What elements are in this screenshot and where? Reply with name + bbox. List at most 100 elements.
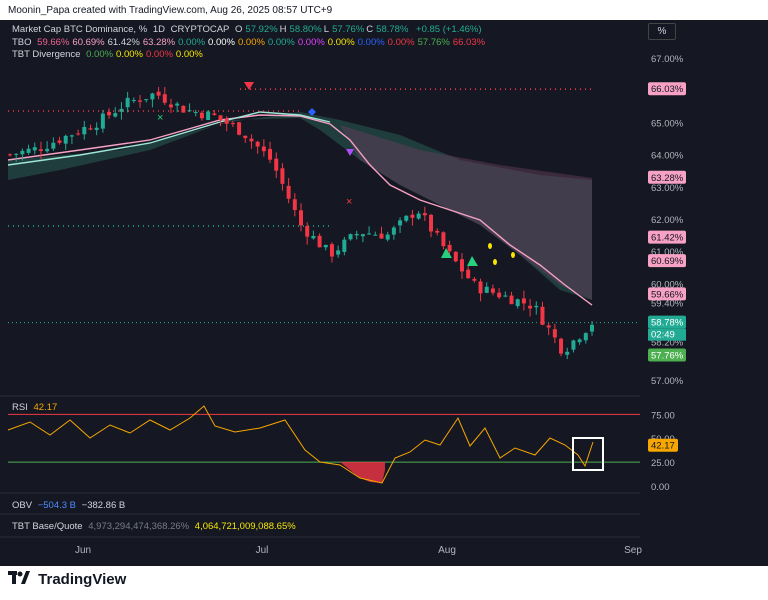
candle [311,235,316,239]
candle [32,147,37,151]
candle [565,351,570,355]
dot-marker-icon [511,252,515,258]
countdown-label: 02:49 [651,330,675,341]
price-label-text: 66.03% [651,84,684,95]
candle [14,153,19,155]
divergence-value: 0.00% [175,49,203,60]
candle [243,135,248,139]
tbo-value: 0.00% [387,37,415,48]
candle [490,288,495,293]
candle [385,234,390,240]
unit-toggle[interactable]: % [648,23,676,40]
tbo-value: 57.76% [417,37,450,48]
price-tick-label: 62.00% [651,215,684,226]
rsi-value: 42.17 [33,402,58,413]
candle [441,232,446,247]
ohlc-key: O [235,24,243,35]
candle [546,325,551,328]
candle [478,281,483,294]
candle [38,149,43,151]
candle [57,140,62,143]
tbo-label[interactable]: TBO [12,37,32,48]
symbol-name[interactable]: Market Cap BTC Dominance, % [12,24,148,35]
divergence-label[interactable]: TBT Divergence [12,49,81,60]
ohlc-key: C [366,24,374,35]
divergence-values: 0.00% 0.00% 0.00% 0.00% [86,49,206,60]
candle [342,239,347,252]
candle [472,278,477,281]
obv-label[interactable]: OBV [12,500,33,511]
rsi-tick-label: 0.00 [651,482,670,493]
candle [379,233,384,239]
candle [199,112,204,119]
ohlc-key: L [323,24,330,35]
ohlc-value: 58.80% [289,24,322,35]
candle [8,154,12,156]
candle [398,220,403,226]
buy-triangle-icon [467,256,478,266]
obv-value-1: −504.3 B [37,500,76,511]
price-label-badge [648,348,686,362]
candle [131,99,136,101]
diamond-marker-icon [308,108,316,116]
candle [348,234,353,240]
tbo-value: 0.00% [237,37,265,48]
tbt-label[interactable]: TBT Base/Quote [12,521,83,532]
tbo-value: 63.28% [142,37,176,48]
interval-label[interactable]: 1D [152,24,165,35]
candle [51,142,56,149]
divergence-value: 0.00% [86,49,114,60]
footer-brand[interactable]: TradingView [8,571,126,588]
tbo-value: 66.03% [452,37,486,48]
tbo-value: 0.00% [267,37,295,48]
candle [181,105,186,113]
tbo-value: 0.00% [357,37,385,48]
price-label-text: 57.76% [651,351,684,362]
candle [459,259,464,272]
price-tick-label: 57.00% [651,376,684,387]
candle [261,146,266,152]
price-tick-label: 65.00% [651,118,684,129]
dot-marker-icon [488,243,492,249]
price-label-text: 61.42% [651,233,684,244]
buy-triangle-icon [441,248,452,258]
cross-marker-icon: × [157,112,163,124]
price-label-badge [648,315,686,329]
candle [410,214,415,218]
main-legend[interactable]: Market Cap BTC Dominance, % 1D CRYPTOCAP… [12,24,485,35]
candle [212,113,217,115]
rsi-label[interactable]: RSI [12,402,28,413]
candle [82,126,87,135]
candle [168,104,173,108]
candle [367,233,372,235]
divergence-marker-icon [346,149,354,156]
ohlc-value: 57.92% [245,24,278,35]
brand-name: TradingView [38,571,127,588]
candle [360,234,365,237]
candle [107,111,112,116]
divergence-legend[interactable]: TBT Divergence 0.00% 0.00% 0.00% 0.00% [12,49,209,60]
candle [100,113,105,129]
candle [534,305,539,308]
candle [336,250,341,255]
rsi-legend[interactable]: RSI 42.17 [12,402,60,413]
obv-legend[interactable]: OBV −504.3 B −382.86 B [12,500,128,511]
price-label-text: 58.78% [651,318,684,329]
price-label-badge [648,328,686,341]
candle [521,298,526,304]
ohlc-values: O 57.92% H 58.80% L 57.76% C 58.78% [235,24,410,35]
time-tick-label: Aug [438,545,456,556]
tbt-legend[interactable]: TBT Base/Quote 4,973,294,474,368.26% 4,0… [12,521,299,532]
candle [218,115,223,120]
candle [503,295,508,297]
tbo-legend[interactable]: TBO 59.66% 60.69% 61.42% 63.28% 0.00% 0.00% 0.… [12,37,491,48]
tbo-values: 59.66% 60.69% 61.42% 63.28% 0.00% 0.00% 0.00% 0… [37,37,488,48]
candle [416,213,421,219]
candle [484,286,489,293]
rsi-oversold-fill [340,462,385,483]
tbo-value: 60.69% [72,37,105,48]
candle [429,214,434,232]
highlight-box [572,437,604,471]
rsi-value-badge [648,438,678,452]
